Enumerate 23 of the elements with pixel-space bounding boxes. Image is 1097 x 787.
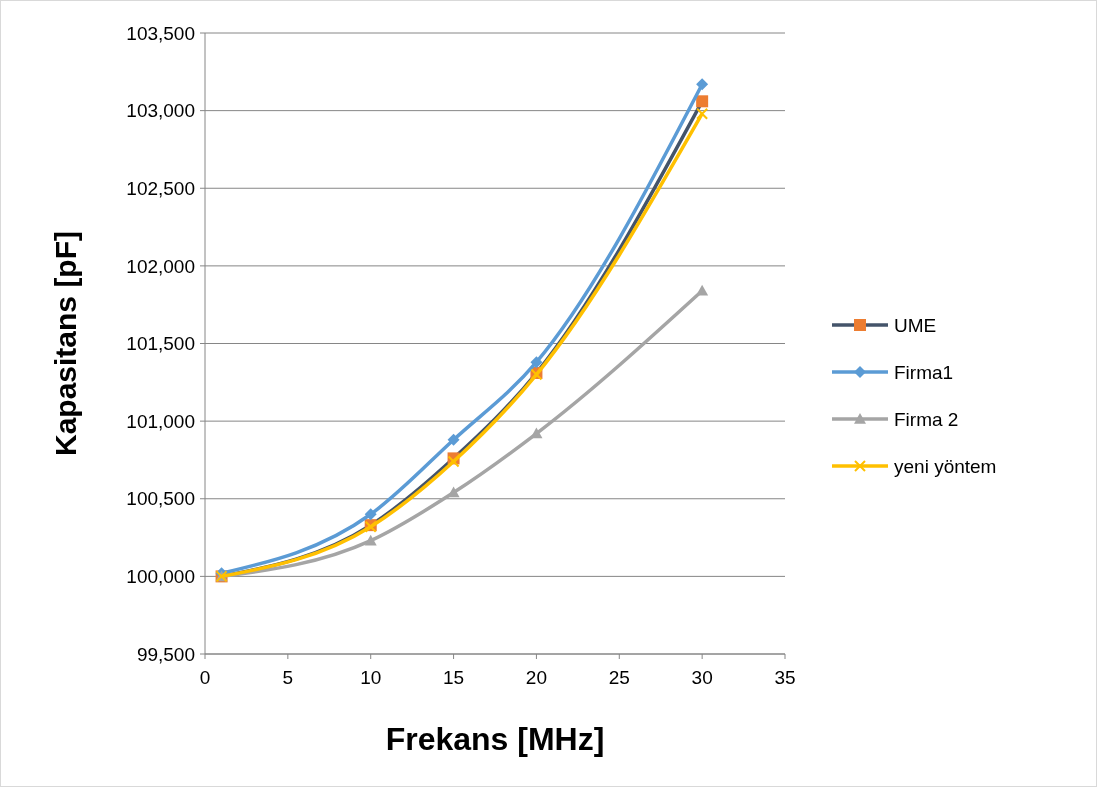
y-axis-title: Kapasitans [pF] <box>49 230 82 457</box>
y-tick-label: 100,500 <box>126 488 195 510</box>
x-tick-label: 20 <box>525 667 547 688</box>
x-tick-label: 25 <box>608 667 630 688</box>
legend-label: Firma1 <box>894 361 954 383</box>
y-tick-label: 103,500 <box>126 22 195 44</box>
y-tick-label: 102,500 <box>126 177 195 199</box>
y-tick-label: 102,000 <box>126 255 195 277</box>
x-tick-label: 30 <box>691 667 713 688</box>
x-tick-label: 35 <box>774 667 796 688</box>
y-tick-label: 99,500 <box>136 643 195 665</box>
legend-label: Firma 2 <box>894 408 959 430</box>
x-tick-label: 10 <box>360 667 382 688</box>
x-axis-title: Frekans [MHz] <box>385 721 605 757</box>
y-tick-label: 100,000 <box>126 566 195 588</box>
y-tick-label: 103,000 <box>126 100 195 122</box>
x-tick-label: 5 <box>282 667 294 688</box>
x-tick-label: 0 <box>199 667 211 688</box>
y-tick-label: 101,000 <box>126 410 195 432</box>
legend-label: yeni yöntem <box>894 455 997 477</box>
y-tick-label: 101,500 <box>126 333 195 355</box>
x-tick-label: 15 <box>443 667 465 688</box>
legend-label: UME <box>894 314 937 336</box>
